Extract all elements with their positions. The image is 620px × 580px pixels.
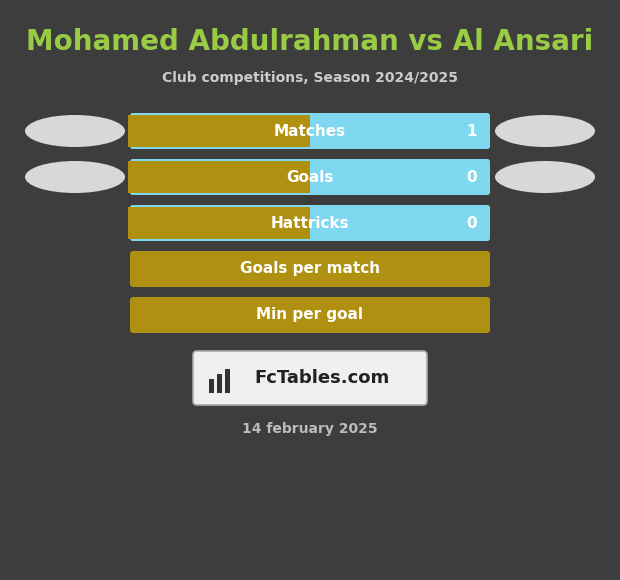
FancyBboxPatch shape: [128, 115, 310, 147]
Text: 0: 0: [466, 169, 477, 184]
FancyBboxPatch shape: [130, 159, 490, 195]
Text: 0: 0: [466, 216, 477, 230]
FancyBboxPatch shape: [130, 159, 490, 195]
Text: Min per goal: Min per goal: [257, 307, 363, 322]
FancyBboxPatch shape: [130, 113, 490, 149]
Text: FcTables.com: FcTables.com: [254, 369, 389, 387]
Ellipse shape: [25, 161, 125, 193]
Ellipse shape: [495, 115, 595, 147]
FancyBboxPatch shape: [128, 161, 310, 193]
Text: Matches: Matches: [274, 124, 346, 139]
Ellipse shape: [495, 161, 595, 193]
Text: Hattricks: Hattricks: [271, 216, 349, 230]
FancyBboxPatch shape: [225, 369, 230, 393]
FancyBboxPatch shape: [130, 113, 490, 149]
FancyBboxPatch shape: [130, 205, 490, 241]
Text: Goals: Goals: [286, 169, 334, 184]
FancyBboxPatch shape: [209, 379, 214, 393]
FancyBboxPatch shape: [130, 205, 490, 241]
Text: 1: 1: [466, 124, 477, 139]
FancyBboxPatch shape: [128, 207, 310, 239]
FancyBboxPatch shape: [130, 297, 490, 333]
Text: Goals per match: Goals per match: [240, 262, 380, 277]
FancyBboxPatch shape: [217, 374, 222, 393]
FancyBboxPatch shape: [193, 351, 427, 405]
Text: 14 february 2025: 14 february 2025: [242, 422, 378, 436]
FancyBboxPatch shape: [130, 251, 490, 287]
Text: Club competitions, Season 2024/2025: Club competitions, Season 2024/2025: [162, 71, 458, 85]
Text: Mohamed Abdulrahman vs Al Ansari: Mohamed Abdulrahman vs Al Ansari: [27, 28, 593, 56]
Ellipse shape: [25, 115, 125, 147]
